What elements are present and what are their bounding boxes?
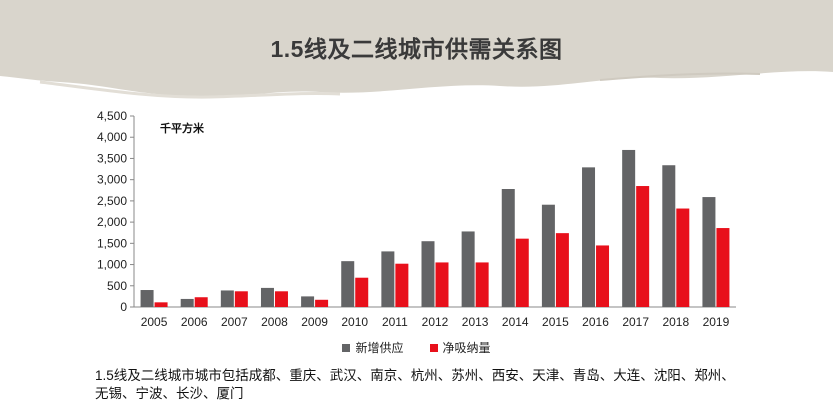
x-tick-label: 2016 <box>582 315 609 329</box>
footnote-city-list: 1.5线及二线城市城市包括成都、重庆、武汉、南京、杭州、苏州、西安、天津、青岛、… <box>95 368 735 401</box>
bar-supply-2019 <box>702 197 716 307</box>
y-tick-label: 0 <box>120 300 127 314</box>
chart-legend: 新增供应 净吸纳量 <box>0 339 833 356</box>
brush-stroke-background <box>0 0 833 99</box>
legend-swatch-supply <box>342 343 351 352</box>
bar-absorption-2006 <box>194 297 208 307</box>
y-tick-label: 1,500 <box>97 236 127 250</box>
bar-absorption-2017 <box>636 186 650 307</box>
x-tick-label: 2011 <box>382 315 408 329</box>
x-tick-label: 2017 <box>622 315 649 329</box>
bar-chart: 0 500 1,000 1,500 2,000 2,500 3,000 3,500 4,000 4… <box>97 109 736 329</box>
bar-supply-2006 <box>180 298 194 307</box>
legend-label-supply: 新增供应 <box>355 341 404 355</box>
bar-absorption-2019 <box>716 228 730 307</box>
y-tick-label: 500 <box>107 279 127 293</box>
unit-label: 千平方米 <box>160 123 204 135</box>
bar-absorption-2018 <box>676 208 690 307</box>
y-tick-label: 2,500 <box>97 194 127 208</box>
x-tick-label: 2009 <box>301 315 328 329</box>
bar-absorption-2005 <box>154 302 168 307</box>
bar-supply-2007 <box>220 290 234 307</box>
bar-supply-2005 <box>140 290 154 307</box>
bar-absorption-2011 <box>395 263 409 307</box>
x-tick-label: 2005 <box>141 315 168 329</box>
x-tick-label: 2008 <box>261 315 288 329</box>
y-tick-label: 2,000 <box>97 215 127 229</box>
bar-absorption-2013 <box>475 262 489 307</box>
bar-absorption-2009 <box>315 299 329 307</box>
y-tick-label: 3,000 <box>97 173 127 187</box>
bar-supply-2010 <box>341 261 355 307</box>
bar-supply-2014 <box>501 189 515 307</box>
y-tick-label: 1,000 <box>97 258 127 272</box>
bar-absorption-2010 <box>355 277 369 307</box>
bar-supply-2018 <box>662 165 676 307</box>
x-tick-label: 2010 <box>341 315 368 329</box>
y-tick-label: 4,500 <box>97 109 127 123</box>
bar-supply-2013 <box>461 231 475 307</box>
chart-title: 1.5线及二线城市供需关系图 <box>270 36 563 62</box>
bar-supply-2008 <box>260 287 274 307</box>
y-tick-label: 3,500 <box>97 151 127 165</box>
bar-absorption-2015 <box>555 233 569 307</box>
x-tick-label: 2015 <box>542 315 569 329</box>
x-tick-label: 2012 <box>422 315 449 329</box>
bar-supply-2012 <box>421 241 435 307</box>
x-tick-label: 2014 <box>502 315 529 329</box>
bar-supply-2015 <box>541 204 555 307</box>
x-tick-label: 2007 <box>221 315 248 329</box>
bar-absorption-2012 <box>435 262 449 307</box>
bar-supply-2017 <box>622 149 636 307</box>
x-tick-label: 2019 <box>703 315 730 329</box>
legend-swatch-absorption <box>429 343 438 352</box>
bar-absorption-2008 <box>274 291 288 307</box>
x-tick-label: 2018 <box>662 315 689 329</box>
bar-absorption-2014 <box>515 238 529 307</box>
y-tick-label: 4,000 <box>97 130 127 144</box>
legend-item-absorption: 净吸纳量 <box>429 339 491 356</box>
x-tick-label: 2013 <box>462 315 489 329</box>
bar-absorption-2016 <box>596 245 610 307</box>
bar-supply-2009 <box>301 296 315 307</box>
legend-item-supply: 新增供应 <box>342 339 404 356</box>
bar-supply-2016 <box>582 167 596 307</box>
bar-supply-2011 <box>381 251 395 307</box>
bar-absorption-2007 <box>234 291 248 307</box>
legend-label-absorption: 净吸纳量 <box>442 341 491 355</box>
x-tick-label: 2006 <box>181 315 208 329</box>
